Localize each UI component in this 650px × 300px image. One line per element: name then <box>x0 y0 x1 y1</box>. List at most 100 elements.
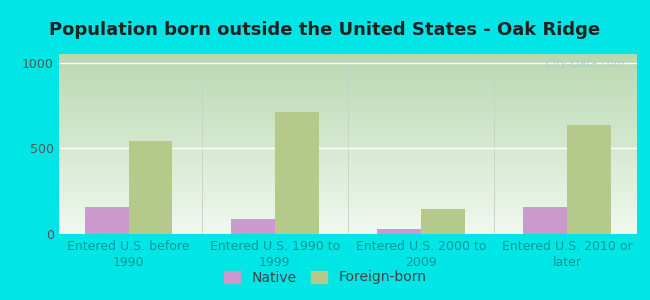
Bar <box>58 80 637 81</box>
Bar <box>58 137 637 138</box>
Bar <box>58 212 637 213</box>
Bar <box>58 182 637 183</box>
Bar <box>58 75 637 76</box>
Bar <box>58 155 637 156</box>
Bar <box>58 174 637 175</box>
Bar <box>58 145 637 146</box>
Bar <box>58 98 637 99</box>
Bar <box>58 93 637 94</box>
Bar <box>58 194 637 195</box>
Bar <box>58 204 637 205</box>
Bar <box>58 69 637 70</box>
Bar <box>58 175 637 176</box>
Bar <box>58 226 637 227</box>
Bar <box>58 223 637 224</box>
Bar <box>58 91 637 92</box>
Text: City-Data.com: City-Data.com <box>546 59 625 69</box>
Bar <box>58 109 637 110</box>
Bar <box>58 76 637 77</box>
Bar <box>58 73 637 74</box>
Bar <box>58 92 637 93</box>
Bar <box>58 233 637 234</box>
Bar <box>58 146 637 147</box>
Text: Population born outside the United States - Oak Ridge: Population born outside the United State… <box>49 21 601 39</box>
Bar <box>58 179 637 180</box>
Bar <box>58 153 637 154</box>
Bar <box>523 207 567 234</box>
Bar <box>58 103 637 104</box>
Bar <box>58 172 637 173</box>
Bar <box>58 177 637 178</box>
Bar <box>58 116 637 117</box>
Bar <box>231 219 275 234</box>
Bar <box>58 117 637 118</box>
Bar <box>58 198 637 199</box>
Bar <box>58 85 637 86</box>
Bar <box>58 72 637 73</box>
Bar <box>58 213 637 214</box>
Bar <box>58 168 637 169</box>
Bar <box>58 176 637 177</box>
Bar <box>377 229 421 234</box>
Bar <box>58 184 637 185</box>
Bar <box>58 121 637 122</box>
Bar <box>58 56 637 57</box>
Bar <box>58 132 637 133</box>
Bar <box>58 189 637 190</box>
Bar <box>58 157 637 158</box>
Bar <box>58 232 637 233</box>
Bar <box>58 188 637 189</box>
Bar <box>58 154 637 155</box>
Bar <box>58 89 637 90</box>
Bar <box>58 63 637 64</box>
Bar <box>58 231 637 232</box>
Bar <box>58 141 637 142</box>
Bar <box>58 68 637 69</box>
Bar <box>58 192 637 193</box>
Bar <box>58 217 637 218</box>
Bar <box>58 70 637 71</box>
Bar <box>58 124 637 125</box>
Bar <box>58 211 637 212</box>
Bar <box>58 82 637 83</box>
Bar <box>58 229 637 230</box>
Bar <box>58 201 637 202</box>
Bar <box>567 125 611 234</box>
Bar <box>58 125 637 126</box>
Bar <box>58 218 637 219</box>
Bar <box>129 141 172 234</box>
Bar <box>58 187 637 188</box>
Bar <box>58 99 637 100</box>
Bar <box>58 180 637 181</box>
Bar <box>58 183 637 184</box>
Bar <box>58 169 637 170</box>
Bar <box>58 156 637 157</box>
Bar <box>58 227 637 228</box>
Bar <box>58 112 637 113</box>
Bar <box>58 202 637 203</box>
Bar <box>58 129 637 130</box>
Bar <box>58 97 637 98</box>
Bar <box>58 101 637 102</box>
Bar <box>58 202 637 203</box>
Bar <box>58 100 637 101</box>
Bar <box>58 64 637 65</box>
Bar <box>58 65 637 66</box>
Bar <box>275 112 318 234</box>
Bar <box>58 139 637 140</box>
Bar <box>58 71 637 72</box>
Bar <box>58 54 637 55</box>
Bar <box>58 209 637 210</box>
Bar <box>58 118 637 119</box>
Bar <box>58 222 637 223</box>
Bar <box>58 74 637 75</box>
Bar <box>58 94 637 95</box>
Bar <box>84 207 129 234</box>
Bar <box>58 148 637 149</box>
Bar <box>58 207 637 208</box>
Legend: Native, Foreign-born: Native, Foreign-born <box>218 265 432 290</box>
Bar <box>58 107 637 108</box>
Bar <box>58 128 637 129</box>
Bar <box>58 196 637 197</box>
Bar <box>58 81 637 82</box>
